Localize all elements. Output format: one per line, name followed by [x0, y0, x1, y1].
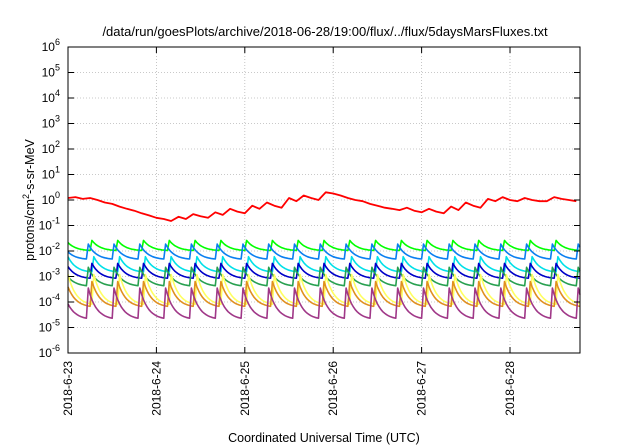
y-tick-label: 10-6 — [39, 343, 60, 360]
y-tick-label: 100 — [42, 190, 60, 207]
x-tick-label: 2018-6-27 — [415, 361, 429, 416]
series-line-2 — [67, 243, 581, 260]
grid-lines — [67, 46, 580, 354]
y-tick-label: 103 — [42, 114, 60, 131]
x-tick-label: 2018-6-24 — [149, 361, 163, 416]
x-tick-label: 2018-6-28 — [503, 361, 517, 416]
y-tick-label: 10-4 — [39, 292, 60, 309]
series-line-3 — [67, 255, 581, 273]
y-tick-label: 105 — [42, 63, 60, 80]
series-line-6 — [67, 273, 581, 306]
x-tick-label: 2018-6-26 — [326, 361, 340, 416]
series-line-8 — [67, 287, 581, 319]
y-tick-label: 102 — [42, 139, 60, 156]
series-line-1 — [67, 239, 581, 252]
data-series — [67, 191, 581, 319]
x-axis-ticks: 2018-6-23 2018-6-24 2018-6-25 2018-6-26 2018… — [61, 47, 517, 416]
y-tick-label: 104 — [42, 88, 60, 105]
series-line-4 — [67, 262, 581, 279]
y-tick-label: 10-2 — [39, 241, 60, 258]
y-tick-label: 10-1 — [39, 216, 60, 233]
y-tick-label: 10-3 — [39, 267, 60, 284]
y-axis-ticks: 106 105 104 103 102 101 100 10-1 10-2 10-3 10-4 10-… — [39, 37, 580, 360]
y-tick-label: 101 — [42, 165, 60, 182]
series-line-0 — [67, 191, 577, 222]
chart-title: /data/run/goesPlots/archive/2018-06-28/1… — [102, 24, 548, 39]
y-axis-label: protons/cm2-s-sr-MeV — [21, 138, 37, 260]
series-line-7 — [67, 280, 581, 308]
series-line-5 — [67, 266, 581, 287]
x-tick-label: 2018-6-23 — [61, 361, 75, 416]
x-axis-label: Coordinated Universal Time (UTC) — [228, 431, 420, 445]
x-tick-label: 2018-6-25 — [238, 361, 252, 416]
y-tick-label: 106 — [42, 37, 60, 54]
y-tick-label: 10-5 — [39, 318, 60, 335]
